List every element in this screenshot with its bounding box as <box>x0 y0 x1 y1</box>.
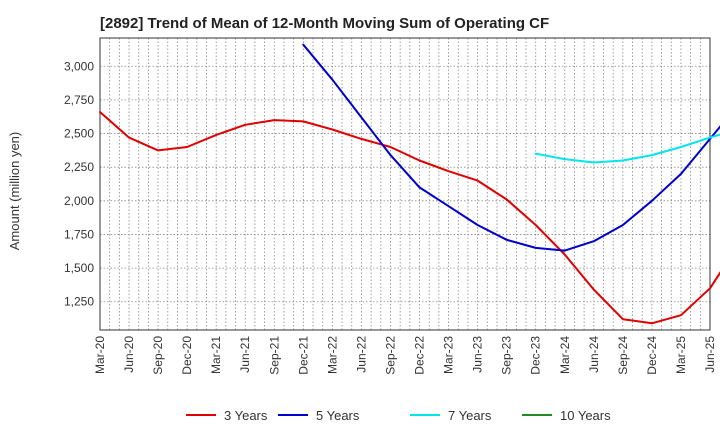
series-line-3-years <box>99 111 720 325</box>
series-line-5-years <box>302 43 720 252</box>
legend: 3 Years 5 Years 7 Years 10 Years <box>186 408 611 423</box>
x-tick-label: Mar-20 <box>93 336 107 374</box>
x-tick-label: Jun-24 <box>587 336 601 373</box>
x-tick-label: Mar-21 <box>209 336 223 374</box>
x-tick-label: Dec-21 <box>296 336 310 375</box>
x-tick-label: Sep-24 <box>616 336 630 375</box>
y-axis: 1,250 1,500 1,750 2,000 2,250 2,500 2,750 3,000 <box>64 59 94 308</box>
grid <box>100 38 710 330</box>
legend-item-10-years: 10 Years <box>522 408 611 423</box>
series-line-7-years <box>534 133 720 164</box>
x-tick-label: Jun-23 <box>471 336 485 373</box>
y-tick-label: 1,750 <box>64 227 94 241</box>
x-tick-label: Jun-25 <box>703 336 717 373</box>
x-tick-label: Jun-20 <box>122 336 136 373</box>
x-tick-label: Dec-20 <box>180 336 194 375</box>
x-tick-label: Dec-22 <box>413 336 427 375</box>
chart-title: [2892] Trend of Mean of 12-Month Moving … <box>100 15 549 32</box>
y-tick-label: 2,000 <box>64 194 94 208</box>
x-tick-label: Sep-22 <box>383 336 397 375</box>
legend-label: 5 Years <box>316 408 360 423</box>
x-tick-label: Dec-23 <box>529 336 543 375</box>
x-tick-label: Mar-24 <box>558 336 572 374</box>
y-tick-label: 2,250 <box>64 160 94 174</box>
x-tick-label: Mar-25 <box>674 336 688 374</box>
x-tick-label: Mar-23 <box>442 336 456 374</box>
legend-label: 7 Years <box>448 408 492 423</box>
x-tick-label: Jun-21 <box>238 336 252 373</box>
plot-area <box>99 37 711 331</box>
x-tick-label: Sep-21 <box>267 336 281 375</box>
legend-item-3-years: 3 Years <box>186 408 268 423</box>
series-lines <box>99 43 720 325</box>
legend-label: 10 Years <box>560 408 611 423</box>
y-tick-label: 1,250 <box>64 295 94 309</box>
legend-label: 3 Years <box>224 408 268 423</box>
y-tick-label: 2,750 <box>64 93 94 107</box>
x-tick-label: Mar-22 <box>325 336 339 374</box>
y-axis-label: Amount (million yen) <box>7 132 22 251</box>
y-tick-label: 3,000 <box>64 59 94 73</box>
y-tick-label: 1,500 <box>64 261 94 275</box>
x-tick-label: Jun-22 <box>354 336 368 373</box>
x-tick-label: Sep-20 <box>151 336 165 375</box>
legend-item-5-years: 5 Years <box>278 408 360 423</box>
y-tick-label: 2,500 <box>64 127 94 141</box>
x-axis: Mar-20 Jun-20 Sep-20 Dec-20 Mar-21 Jun-21 Sep-… <box>93 336 717 375</box>
x-tick-label: Sep-23 <box>500 336 514 375</box>
legend-item-7-years: 7 Years <box>410 408 492 423</box>
x-tick-label: Dec-24 <box>645 336 659 375</box>
